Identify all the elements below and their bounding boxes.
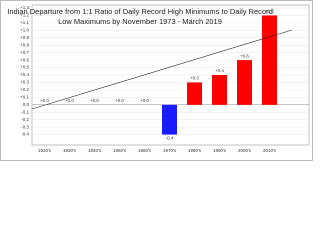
value-label: +0.0 (115, 98, 124, 103)
y-tick-label: +0.1 (20, 95, 29, 100)
bar (237, 60, 252, 105)
value-label: +0.4 (215, 68, 224, 73)
chart-title: Indian Departure from 1:1 Ratio of Daily… (7, 7, 273, 16)
value-label: +0.0 (140, 98, 149, 103)
y-tick-label: +0.6 (20, 57, 29, 62)
y-tick-label: +1.0 (20, 28, 29, 33)
y-tick-label: -0.2 (21, 117, 29, 122)
bar (262, 15, 277, 105)
x-tick-label: 2010's (263, 148, 277, 153)
y-tick-label: -0.4 (21, 132, 29, 137)
value-label: +0.6 (240, 53, 249, 58)
x-tick-label: 1970's (163, 148, 177, 153)
x-tick-label: 2000's (238, 148, 252, 153)
value-label: +0.0 (40, 98, 49, 103)
x-tick-label: 1940's (88, 148, 102, 153)
x-tick-label: 1960's (138, 148, 152, 153)
y-tick-label: +1.2 (20, 13, 29, 18)
chart-subtitle: Low Maximums by November 1973 - March 20… (58, 17, 222, 26)
chart-border (0, 0, 313, 161)
y-tick-label: -0.1 (21, 109, 29, 114)
trend-line (31, 29, 293, 110)
x-tick-label: 1950's (113, 148, 127, 153)
y-tick-label: +0.5 (20, 65, 29, 70)
bar (162, 104, 177, 135)
y-tick-label: +1.1 (20, 20, 29, 25)
y-tick-label: +0.2 (20, 87, 29, 92)
value-label: +0.0 (90, 98, 99, 103)
y-tick-label: +1.3 (20, 5, 29, 10)
y-tick-label: +0.7 (20, 50, 29, 55)
x-tick-label: 1930's (63, 148, 77, 153)
x-tick-label: 1920's (38, 148, 52, 153)
bar (212, 75, 227, 105)
value-label: +1.2 (265, 9, 274, 14)
y-tick-label: -0.3 (21, 124, 29, 129)
value-label: +0.0 (65, 98, 74, 103)
y-tick-label: +0.8 (20, 42, 29, 47)
value-label: -0.4 (166, 136, 174, 141)
y-tick-label: +0.9 (20, 35, 29, 40)
y-tick-label: +0.3 (20, 80, 29, 85)
x-tick-label: 1990's (213, 148, 227, 153)
x-tick-label: 1980's (188, 148, 202, 153)
value-label: +0.3 (190, 76, 199, 81)
bar (187, 82, 202, 105)
y-tick-label: +0.4 (20, 72, 29, 77)
y-tick-label: 0.0 (23, 102, 30, 107)
chart: Indian Departure from 1:1 Ratio of Daily… (0, 0, 313, 161)
